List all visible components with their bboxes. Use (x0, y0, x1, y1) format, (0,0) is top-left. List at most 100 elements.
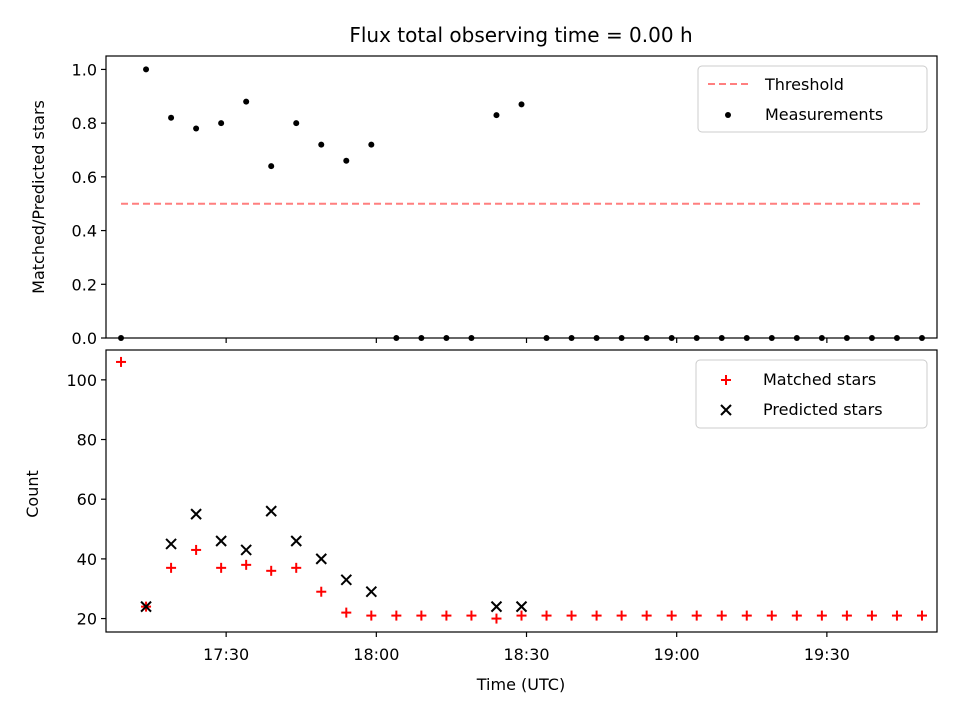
measurement-point (793, 335, 800, 341)
matched-point (116, 356, 127, 367)
matched-point (341, 607, 352, 618)
matched-point (616, 610, 627, 621)
measurement-point (468, 335, 475, 341)
matched-point (916, 610, 927, 621)
measurement-point (618, 335, 625, 341)
measurement-point (768, 335, 775, 341)
measurement-point (418, 335, 425, 341)
measurement-point (443, 335, 450, 341)
measurement-point (393, 335, 400, 341)
matched-point (741, 610, 752, 621)
predicted-point (190, 508, 202, 520)
legend-threshold-label: Threshold (764, 75, 844, 94)
matched-point (841, 610, 852, 621)
matched-point (216, 562, 227, 573)
predicted-point (290, 535, 302, 547)
predicted-point (340, 574, 352, 586)
panel-count-ylabel: Count (23, 470, 42, 518)
matched-point (491, 613, 502, 624)
measurement-point (518, 101, 525, 108)
matched-point (566, 610, 577, 621)
measurement-point (143, 66, 150, 73)
matched-point (416, 610, 427, 621)
measurement-point (343, 157, 350, 164)
measurement-point (193, 125, 200, 132)
measurement-point (568, 335, 575, 341)
legend-count: Matched stars Predicted stars (695, 359, 928, 429)
measurement-point (718, 335, 725, 341)
predicted-point (315, 553, 327, 565)
matched-point (891, 610, 902, 621)
x-tick-label: 18:30 (503, 645, 549, 664)
matched-point (641, 610, 652, 621)
measurement-point (918, 335, 925, 341)
measurement-point (218, 120, 225, 127)
matched-point (316, 586, 327, 597)
x-axis-label: Time (UTC) (476, 675, 565, 694)
predicted-point (490, 600, 503, 613)
measurement-point (243, 98, 250, 105)
predicted-point (140, 600, 152, 613)
y-tick-label: 0.8 (72, 114, 97, 133)
measurement-point (368, 141, 375, 148)
measurement-point (643, 335, 650, 341)
predicted-point (240, 544, 252, 556)
legend-matched-swatch (721, 375, 731, 385)
y-tick-label: 60 (77, 490, 97, 509)
predicted-point (215, 535, 227, 547)
panel-count-frame (105, 349, 938, 633)
measurement-point (868, 335, 875, 341)
measurement-point (118, 335, 125, 341)
y-tick-label: 0.4 (72, 222, 97, 241)
panel-ratio-frame (105, 55, 938, 339)
legend-matched-label: Matched stars (763, 370, 876, 389)
matched-point (691, 610, 702, 621)
legend-count-box (695, 359, 928, 429)
measurement-point (818, 335, 825, 341)
matched-point (766, 610, 777, 621)
matched-point (516, 610, 527, 621)
matched-point (166, 562, 177, 573)
y-tick-label: 80 (77, 431, 97, 450)
measurement-point (318, 141, 325, 148)
measurement-point (893, 335, 900, 341)
legend-ratio-box (697, 65, 928, 133)
predicted-point (515, 600, 528, 613)
y-tick-label: 20 (77, 610, 97, 629)
measurement-point (168, 114, 175, 121)
matched-point (391, 610, 402, 621)
matched-point (791, 610, 802, 621)
y-tick-label: 100 (66, 371, 97, 390)
y-tick-label: 40 (77, 550, 97, 569)
y-tick-label: 0.6 (72, 168, 97, 187)
x-tick-label: 19:30 (804, 645, 850, 664)
matched-point (716, 610, 727, 621)
matched-point (241, 559, 252, 570)
measurement-point (668, 335, 675, 341)
matched-point (541, 610, 552, 621)
measurement-point (493, 112, 500, 119)
panel-ratio-ylabel: Matched/Predicted stars (29, 100, 48, 294)
y-tick-label: 0.2 (72, 275, 97, 294)
panel-ratio: 0.0 0.2 0.4 0.6 0.8 1.0 Matched/Predicted sta… (29, 55, 938, 348)
matched-point (866, 610, 877, 621)
predicted-point (365, 586, 378, 598)
matched-point (816, 610, 827, 621)
measurement-point (843, 335, 850, 341)
measurement-point (293, 120, 300, 127)
y-tick-label: 1.0 (72, 60, 97, 79)
matched-point (441, 610, 452, 621)
x-tick-label: 19:00 (654, 645, 700, 664)
panel-count: 20 40 60 80 100 17:30 18:00 18:30 19:00 19:30 Co… (23, 349, 938, 694)
x-tick-label: 17:30 (203, 645, 249, 664)
legend-ratio: Threshold Measurements (697, 65, 928, 133)
measurement-point (268, 163, 275, 170)
chart-title: Flux total observing time = 0.00 h (349, 23, 692, 47)
matched-point (191, 544, 202, 555)
matched-point (366, 610, 377, 621)
matched-point (266, 565, 277, 576)
legend-measurements-label: Measurements (765, 105, 883, 124)
measurement-point (693, 335, 700, 341)
legend-predicted-label: Predicted stars (763, 400, 883, 419)
